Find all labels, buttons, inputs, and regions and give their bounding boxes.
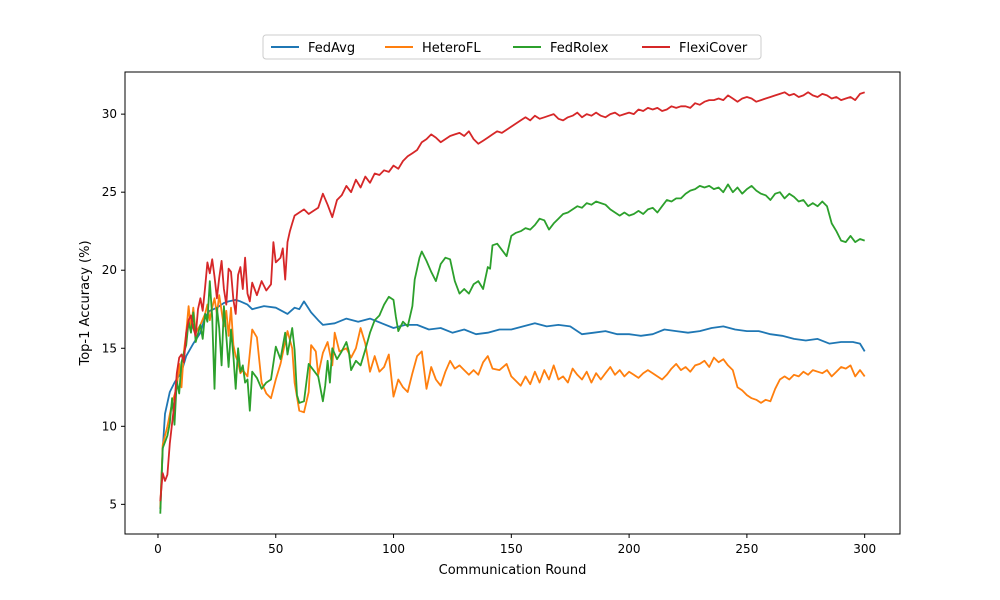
series-line-flexicover	[159, 91, 865, 502]
series-line-fedavg	[159, 299, 866, 510]
x-tick-label: 300	[853, 542, 876, 556]
y-axis-label: Top-1 Accuracy (%)	[78, 240, 93, 366]
y-tick-label: 10	[102, 419, 117, 433]
legend-label-flexicover: FlexiCover	[679, 41, 748, 56]
series-line-fedrolex	[159, 183, 865, 514]
y-tick-label: 5	[109, 497, 117, 511]
x-axis-ticks: 0 50 100 150 200 250 300	[154, 534, 876, 556]
x-tick-label: 200	[618, 542, 641, 556]
x-tick-label: 0	[154, 542, 162, 556]
x-tick-label: 250	[735, 542, 758, 556]
y-axis-ticks: 5 10 15 20 25 30	[102, 107, 125, 511]
y-tick-label: 25	[102, 185, 117, 199]
legend-label-heterofl: HeteroFL	[422, 41, 481, 56]
x-axis-label: Communication Round	[439, 563, 587, 578]
plot-frame	[124, 71, 901, 535]
y-tick-label: 20	[102, 263, 117, 277]
x-tick-label: 100	[382, 542, 405, 556]
x-tick-label: 50	[268, 542, 283, 556]
y-tick-label: 30	[102, 107, 117, 121]
legend-label-fedrolex: FedRolex	[550, 41, 609, 56]
series-line-heterofl	[159, 294, 866, 508]
y-tick-label: 15	[102, 341, 117, 355]
legend-frame	[262, 34, 762, 60]
legend-label-fedavg: FedAvg	[308, 41, 355, 56]
x-tick-label: 150	[500, 542, 523, 556]
plot-lines	[159, 91, 866, 514]
legend: FedAvg HeteroFL FedRolex FlexiCover	[262, 34, 762, 60]
